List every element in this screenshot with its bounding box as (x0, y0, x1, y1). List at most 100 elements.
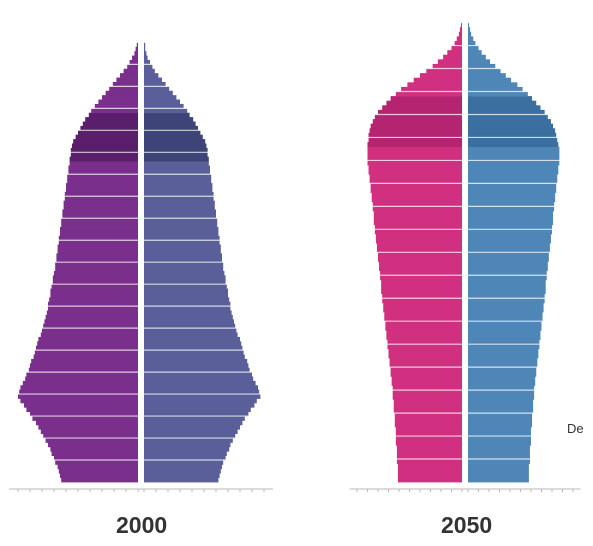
bar-left-age-54 (374, 229, 462, 235)
bar-right-age-0 (468, 477, 529, 483)
bar-right-age-82 (144, 117, 194, 122)
bar-left-age-59 (61, 218, 139, 224)
bar-left-age-87 (102, 95, 138, 100)
bar-right-age-18 (468, 394, 535, 400)
bar-left-age-68 (67, 178, 138, 184)
bar-right-age-15 (468, 408, 534, 414)
bar-right-age-55 (144, 235, 220, 241)
bar-left-age-81 (82, 121, 138, 127)
bar-right-age-28 (144, 354, 245, 360)
bar-right-age-94 (468, 45, 479, 51)
bar-right-age-3 (144, 464, 222, 470)
bar-left-age-11 (40, 429, 138, 435)
bar-right-age-78 (468, 119, 551, 125)
bar-right-age-32 (468, 330, 541, 336)
bar-left-age-71 (367, 151, 462, 157)
bar-right-age-85 (144, 103, 184, 109)
bar-right-age-35 (144, 323, 236, 329)
bar-right-age-95 (468, 40, 476, 46)
bar-left-age-33 (40, 332, 138, 338)
bar-left-age-58 (373, 210, 462, 216)
bar-left-age-32 (38, 336, 138, 342)
bar-left-age-46 (379, 266, 462, 272)
bar-right-age-97 (144, 51, 147, 56)
bar-right-age-21 (144, 385, 258, 391)
bar-right-age-57 (144, 227, 219, 232)
bar-left-age-55 (58, 235, 138, 241)
bar-right-age-61 (468, 197, 556, 203)
bar-left-age-53 (375, 233, 462, 239)
bar-right-age-83 (144, 112, 190, 118)
bar-right-age-35 (468, 316, 543, 322)
bar-left-age-47 (54, 270, 138, 276)
bar-left-age-84 (395, 91, 462, 97)
bar-left-age-55 (374, 224, 462, 230)
bar-right-age-70 (468, 155, 560, 161)
bar-left-age-64 (64, 196, 138, 202)
bar-left-age-76 (72, 143, 138, 149)
bar-left-age-59 (372, 206, 462, 212)
bar-right-age-53 (468, 233, 551, 239)
bar-right-age-11 (468, 426, 531, 432)
bar-left-age-99 (460, 22, 462, 28)
bar-right-age-86 (144, 99, 180, 105)
bar-right-age-12 (468, 422, 533, 428)
bar-right-age-54 (468, 229, 552, 235)
bar-left-age-9 (395, 436, 462, 442)
bar-right-age-56 (468, 220, 554, 226)
bar-right-age-26 (468, 357, 538, 363)
bar-right-age-28 (468, 348, 539, 354)
bar-left-age-73 (367, 142, 462, 148)
bar-left-age-70 (367, 155, 462, 161)
bar-right-age-73 (468, 142, 559, 148)
bar-left-age-34 (42, 328, 138, 333)
bar-left-age-13 (394, 417, 462, 423)
bar-right-age-68 (144, 178, 212, 184)
bar-left-age-5 (54, 455, 138, 461)
bar-left-age-37 (45, 314, 138, 320)
bar-left-age-45 (380, 270, 462, 276)
bar-right-age-46 (468, 266, 548, 272)
bar-right-age-66 (468, 174, 558, 180)
bar-right-age-54 (144, 240, 220, 246)
bar-right-age-69 (144, 174, 212, 180)
bar-left-age-12 (394, 422, 462, 428)
bar-right-age-24 (144, 372, 252, 377)
bar-left-age-42 (381, 284, 462, 290)
bar-left-age-8 (395, 440, 462, 446)
bar-right-age-62 (144, 205, 215, 210)
bar-left-age-74 (70, 152, 138, 158)
bar-left-age-80 (378, 109, 462, 115)
bar-left-age-78 (75, 134, 138, 140)
bar-left-age-71 (68, 165, 138, 171)
bar-right-age-59 (144, 218, 218, 224)
bar-right-age-81 (144, 121, 196, 127)
bar-right-age-6 (468, 449, 530, 455)
bar-right-age-65 (144, 191, 214, 197)
bar-left-age-61 (62, 209, 138, 215)
bar-left-age-81 (382, 105, 462, 111)
bar-left-age-64 (370, 183, 462, 189)
bar-right-age-77 (468, 123, 554, 129)
bar-left-age-0 (61, 477, 139, 483)
bar-right-age-7 (468, 445, 530, 451)
bar-right-age-16 (144, 407, 251, 413)
bar-right-age-13 (144, 420, 243, 426)
bar-left-age-20 (19, 389, 139, 395)
bar-right-age-33 (468, 325, 542, 331)
bar-right-age-64 (144, 196, 214, 202)
bar-right-age-63 (144, 200, 215, 206)
bar-right-age-65 (468, 178, 558, 184)
bar-right-age-41 (144, 297, 230, 303)
bar-right-age-61 (144, 209, 216, 215)
cropped-side-label: De (567, 421, 584, 436)
bar-left-age-78 (372, 119, 462, 125)
bar-left-age-49 (55, 262, 139, 267)
bar-right-age-94 (144, 64, 153, 70)
bar-right-age-92 (468, 54, 486, 60)
bar-left-age-62 (63, 205, 138, 210)
bar-right-age-74 (144, 152, 208, 158)
bar-left-age-91 (116, 77, 138, 83)
bar-left-age-33 (385, 325, 462, 331)
bar-right-age-89 (144, 86, 170, 92)
